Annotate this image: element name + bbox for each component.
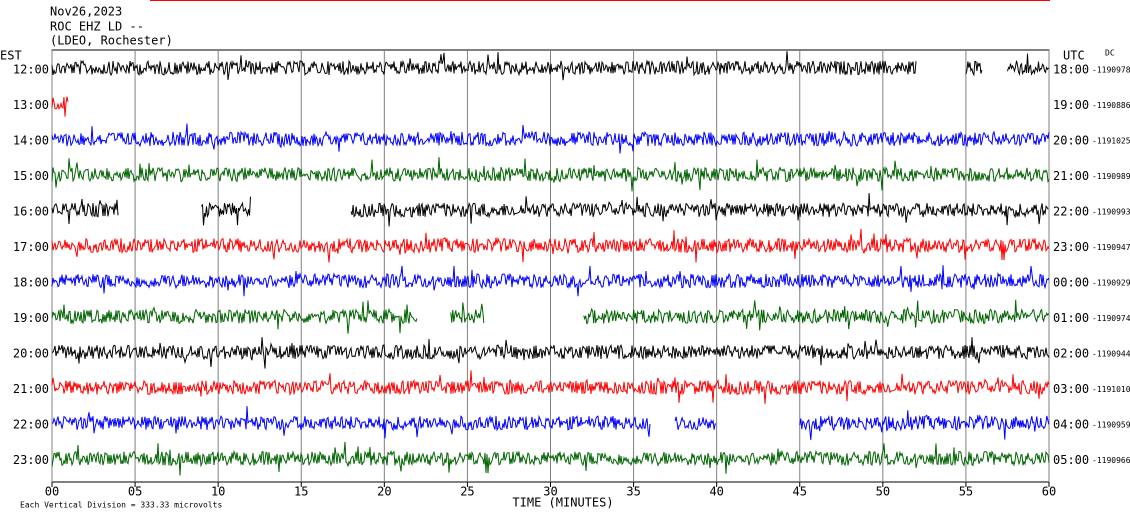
seismic-trace <box>350 193 1049 227</box>
x-tick-label: 45 <box>793 485 807 499</box>
x-tick-label: 60 <box>1042 485 1056 499</box>
dc-label: -1190978 <box>1092 66 1130 75</box>
seismic-trace <box>201 196 251 226</box>
x-tick-label: 10 <box>211 485 225 499</box>
seismic-trace <box>51 51 917 81</box>
x-tick-label: 30 <box>543 485 557 499</box>
x-tick-label: 00 <box>45 485 59 499</box>
footer: Each Vertical Division = 333.33 microvol… <box>20 501 222 510</box>
title-line: (LDEO, Rochester) <box>50 34 173 48</box>
utc-label: 23:00 <box>1053 240 1089 254</box>
utc-label: 18:00 <box>1053 63 1089 77</box>
utc-label: 03:00 <box>1053 382 1089 396</box>
title-line: Nov26,2023 <box>50 5 122 19</box>
seismic-trace <box>51 441 1050 476</box>
seismic-trace <box>51 96 69 117</box>
seismic-trace <box>799 410 1050 440</box>
est-label: 16:00 <box>13 205 49 219</box>
est-label: 23:00 <box>13 453 49 467</box>
x-tick-label: 50 <box>876 485 890 499</box>
est-label: 15:00 <box>13 169 49 183</box>
utc-label: 05:00 <box>1053 453 1089 467</box>
seismic-trace <box>51 228 1050 263</box>
dc-label: -1190947 <box>1092 243 1130 252</box>
dc-label: -1190993 <box>1092 208 1130 217</box>
utc-label: 00:00 <box>1053 276 1089 290</box>
seismic-trace <box>51 406 651 439</box>
x-tick-label: 55 <box>959 485 973 499</box>
seismic-trace <box>51 198 119 225</box>
est-label: 18:00 <box>13 276 49 290</box>
dc-title: DC <box>1105 49 1115 58</box>
x-axis-title: TIME (MINUTES) <box>512 496 613 510</box>
est-label: 14:00 <box>13 134 49 148</box>
dc-label: -1190974 <box>1092 314 1130 323</box>
utc-label: 20:00 <box>1053 134 1089 148</box>
est-label: 13:00 <box>13 98 49 112</box>
seismic-trace <box>51 337 1050 369</box>
dc-label: -1191010 <box>1092 385 1130 394</box>
utc-title: UTC <box>1063 49 1085 63</box>
seismic-trace <box>51 265 1050 297</box>
x-tick-label: 35 <box>626 485 640 499</box>
utc-label: 22:00 <box>1053 205 1089 219</box>
dc-label: -1191025 <box>1092 137 1130 146</box>
utc-label: 04:00 <box>1053 418 1089 432</box>
est-label: 21:00 <box>13 382 49 396</box>
x-tick-label: 25 <box>460 485 474 499</box>
est-label: 20:00 <box>13 347 49 361</box>
seismic-trace <box>965 60 983 77</box>
seismic-trace <box>1007 53 1049 77</box>
seismic-trace <box>51 370 1050 404</box>
dc-label: -1190966 <box>1092 456 1130 465</box>
est-title: EST <box>0 49 22 63</box>
seismic-trace <box>51 157 1050 192</box>
title-line: ROC EHZ LD -- <box>50 20 144 34</box>
x-tick-label: 20 <box>377 485 391 499</box>
dc-label: -1190989 <box>1092 172 1130 181</box>
dc-label: -1190944 <box>1092 350 1130 359</box>
x-tick-label: 05 <box>128 485 142 499</box>
x-tick-label: 40 <box>709 485 723 499</box>
seismic-trace <box>51 300 418 334</box>
utc-label: 19:00 <box>1053 98 1089 112</box>
utc-label: 21:00 <box>1053 169 1089 183</box>
est-label: 22:00 <box>13 418 49 432</box>
x-tick-label: 15 <box>294 485 308 499</box>
seismic-trace <box>51 123 1050 154</box>
seismic-trace <box>583 299 1050 331</box>
seismic-trace <box>450 302 485 324</box>
dc-label: -1190959 <box>1092 421 1130 430</box>
utc-label: 01:00 <box>1053 311 1089 325</box>
est-label: 19:00 <box>13 311 49 325</box>
utc-label: 02:00 <box>1053 347 1089 361</box>
dc-label: -1190929 <box>1092 279 1130 288</box>
seismic-trace <box>674 416 717 431</box>
est-label: 17:00 <box>13 240 49 254</box>
est-label: 12:00 <box>13 63 49 77</box>
dc-label: -1190886 <box>1092 101 1130 110</box>
